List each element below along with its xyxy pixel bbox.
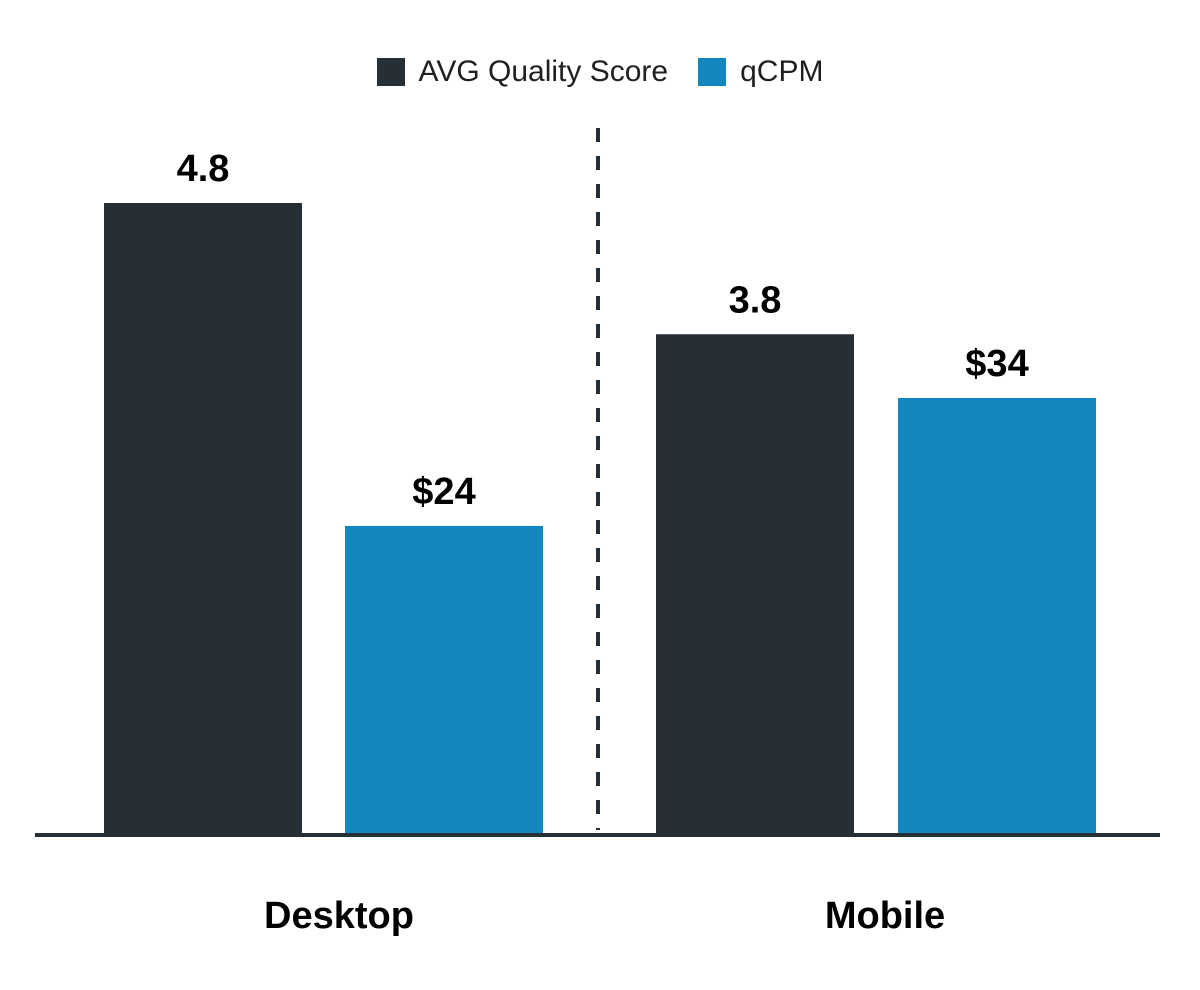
bar-avg-quality-score-desktop <box>104 203 302 833</box>
legend-label-avg-quality-score: AVG Quality Score <box>418 55 669 88</box>
value-label-avg-quality-score-desktop: 4.8 <box>177 148 230 190</box>
legend-label-qcpm: qCPM <box>740 55 824 88</box>
legend-swatch-avg-quality-score <box>376 58 405 86</box>
category-label-mobile: Mobile <box>825 895 945 937</box>
bar-qcpm-desktop <box>345 525 543 833</box>
bar-avg-quality-score-mobile <box>656 334 854 833</box>
value-label-qcpm-desktop: $24 <box>412 471 475 513</box>
legend-swatch-qcpm <box>698 58 727 86</box>
bars-group <box>104 203 1096 833</box>
chart-legend: AVG Quality Score qCPM <box>0 50 1200 94</box>
legend-item-qcpm: qCPM <box>698 55 823 89</box>
category-label-desktop: Desktop <box>264 895 414 937</box>
value-label-avg-quality-score-mobile: 3.8 <box>729 279 782 321</box>
value-labels-group: 4.8 3.8 $24 $34 <box>177 148 1029 513</box>
legend-item-avg-quality-score: AVG Quality Score <box>376 55 669 89</box>
value-label-qcpm-mobile: $34 <box>965 343 1028 385</box>
bar-qcpm-mobile <box>898 398 1096 833</box>
